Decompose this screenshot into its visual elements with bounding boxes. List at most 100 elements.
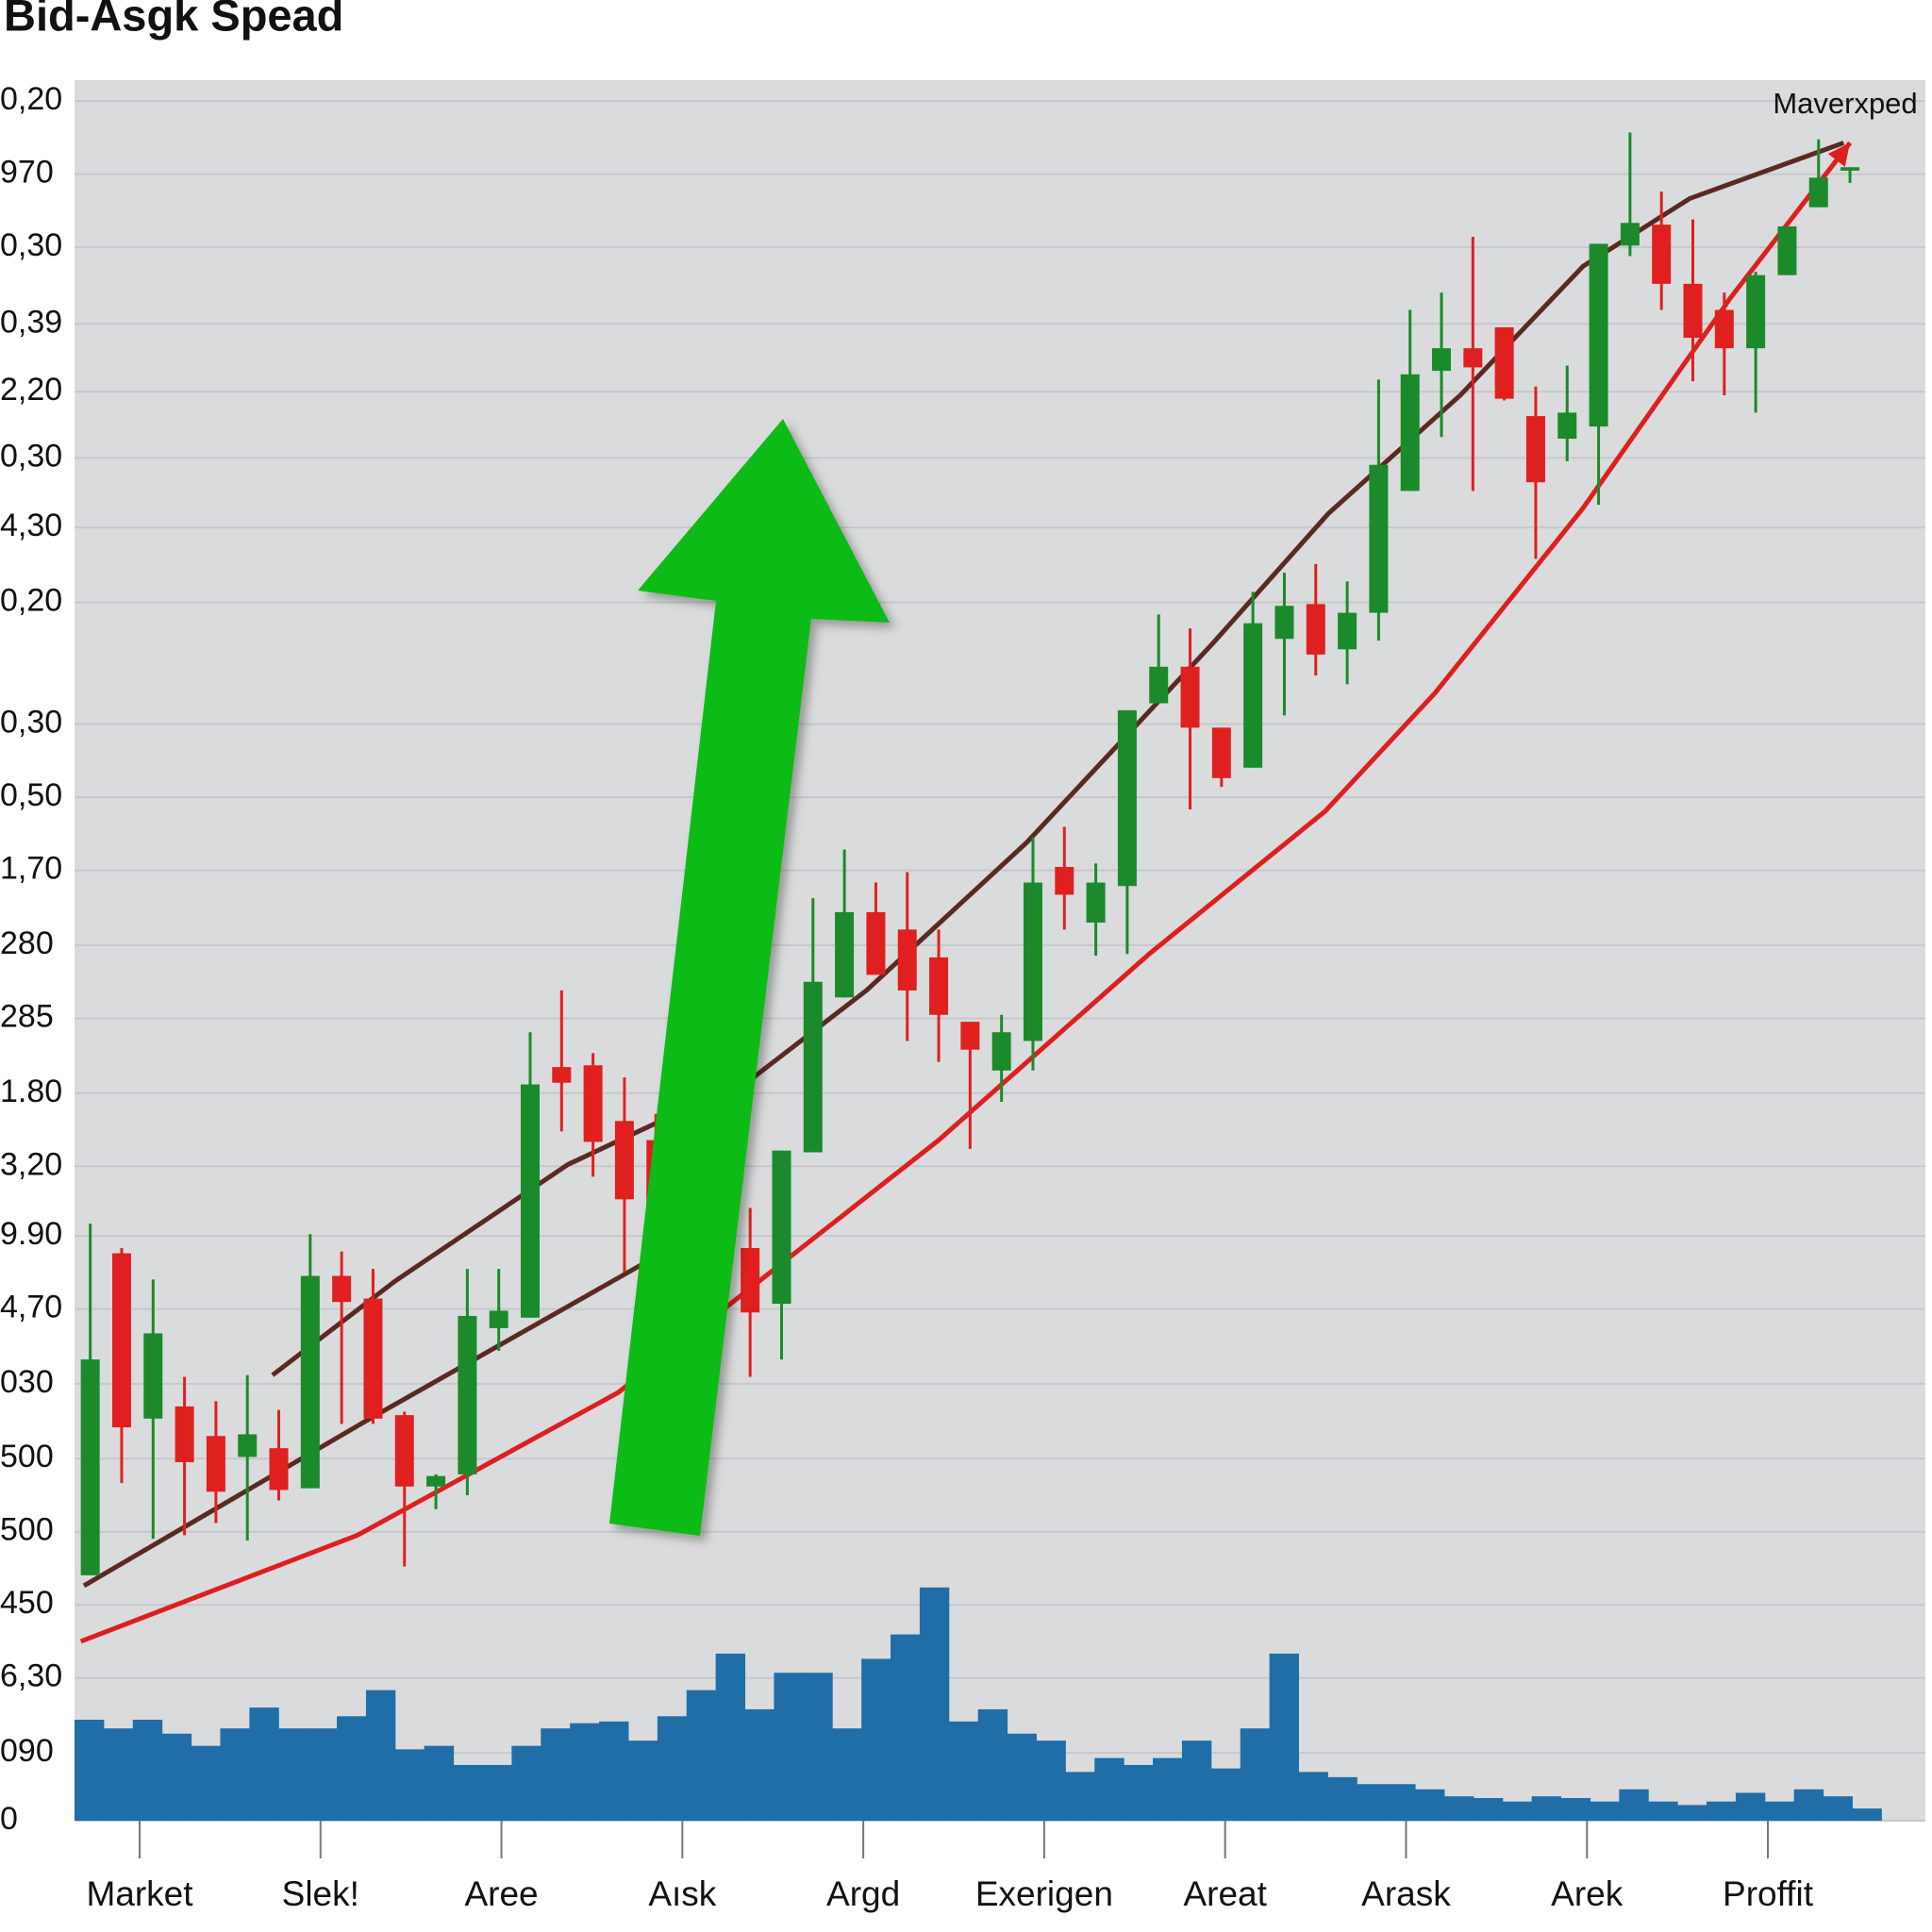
- volume-bar: [1793, 1789, 1824, 1821]
- candle-body: [552, 1067, 572, 1083]
- candle-body: [583, 1065, 603, 1142]
- candle-body: [835, 911, 855, 998]
- candle-body: [772, 1150, 791, 1305]
- candle-body: [1243, 623, 1263, 768]
- labels: 0,20 970 0,30 0,39 2,20 0,30 4,30 0,20 0,30 0,50 1…: [0, 81, 1814, 1913]
- candle-body: [363, 1298, 383, 1419]
- volume-bar: [599, 1721, 629, 1821]
- candle-body: [1055, 866, 1074, 895]
- candle-body: [614, 1121, 634, 1200]
- candle-body: [1589, 243, 1608, 427]
- volume-bar: [1269, 1653, 1300, 1821]
- volume-bar: [1327, 1776, 1357, 1821]
- x-tick-label: Slek!: [282, 1874, 359, 1913]
- volume-bar: [365, 1690, 396, 1821]
- candle-body: [1777, 225, 1797, 275]
- volume-bar: [1036, 1740, 1066, 1821]
- grid: [75, 100, 1925, 1822]
- volume-bar: [1065, 1772, 1095, 1821]
- volume-bar: [1443, 1796, 1474, 1821]
- volume-bar: [1707, 1801, 1737, 1821]
- volume-bar: [948, 1721, 979, 1821]
- candle-body: [897, 929, 917, 991]
- y-tick-label: 0,30: [0, 227, 62, 263]
- volume-bar: [1648, 1801, 1678, 1821]
- candle-body: [238, 1434, 258, 1457]
- y-tick-label: 970: [0, 155, 54, 191]
- x-tick-label: Arask: [1361, 1874, 1451, 1913]
- candle-body: [332, 1275, 352, 1303]
- volume-bar: [744, 1708, 774, 1821]
- candle-body: [80, 1359, 100, 1575]
- volume-bar: [1735, 1792, 1766, 1821]
- candle-body: [991, 1032, 1011, 1071]
- y-tick-label: 0,50: [0, 777, 62, 813]
- plot-background: [75, 80, 1925, 1821]
- candle-body: [1432, 348, 1452, 372]
- x-tick-label: Arek: [1551, 1874, 1624, 1913]
- big-up-arrow: [609, 419, 890, 1536]
- volume-bar: [627, 1740, 658, 1821]
- y-tick-label: 285: [0, 998, 54, 1034]
- volume-bar: [482, 1764, 512, 1821]
- volume-bar: [1124, 1764, 1154, 1821]
- volume-bar: [161, 1733, 192, 1821]
- x-tick-label: Areat: [1183, 1874, 1267, 1913]
- volume-bar: [132, 1719, 163, 1821]
- y-tick-label: 500: [0, 1512, 54, 1548]
- candle-body: [803, 981, 823, 1153]
- candle-body: [111, 1253, 131, 1428]
- volume-bar: [686, 1690, 717, 1821]
- volume-bar: [1677, 1805, 1707, 1821]
- candle-body: [175, 1406, 194, 1462]
- candle-body: [1463, 348, 1483, 368]
- volume-bar: [1415, 1789, 1445, 1821]
- volume-bar: [977, 1708, 1008, 1821]
- candle-body: [1525, 416, 1545, 483]
- candle-body: [1620, 223, 1640, 246]
- candle-body: [426, 1475, 446, 1487]
- candle-body: [1023, 882, 1042, 1041]
- candle-body: [1086, 882, 1106, 923]
- volume-bar: [774, 1673, 804, 1821]
- volume-bar: [1210, 1768, 1241, 1821]
- candle-body: [300, 1275, 320, 1489]
- y-tick-label: 280: [0, 925, 54, 961]
- volume-bar: [1181, 1740, 1212, 1821]
- volume-bar: [861, 1658, 891, 1821]
- volume-bar: [1531, 1796, 1562, 1821]
- volume-bar: [1298, 1772, 1328, 1821]
- candle-body: [1557, 412, 1577, 440]
- candle-body: [269, 1448, 289, 1491]
- y-tick-label: 3,20: [0, 1146, 62, 1182]
- candle-body: [1494, 326, 1514, 399]
- volume-bar: [394, 1749, 425, 1821]
- volume-bar: [453, 1764, 484, 1821]
- x-tick-label: Argd: [826, 1874, 900, 1913]
- candle-body: [206, 1436, 225, 1492]
- volume-bar: [308, 1728, 338, 1821]
- volume-bar: [541, 1728, 571, 1821]
- volume-bar: [1852, 1808, 1882, 1821]
- candle-body: [1369, 464, 1389, 613]
- volume-bar: [832, 1728, 862, 1821]
- volume-bar: [1502, 1801, 1533, 1821]
- candle-body: [1400, 374, 1420, 491]
- volume-bar: [337, 1716, 367, 1821]
- candle-body: [1180, 666, 1200, 728]
- volume-bar: [424, 1745, 455, 1821]
- volume-bar: [803, 1673, 833, 1821]
- volume-bar: [1619, 1789, 1649, 1821]
- volume-bar: [1357, 1784, 1387, 1821]
- candle-body: [521, 1084, 541, 1318]
- y-tick-label: 6,30: [0, 1658, 62, 1694]
- candle-body: [1274, 606, 1294, 640]
- candle-body: [1149, 666, 1169, 704]
- volume-bar: [570, 1723, 600, 1821]
- y-tick-label: 4,70: [0, 1290, 62, 1325]
- volume-bar: [1386, 1784, 1416, 1821]
- y-tick-label: 500: [0, 1439, 54, 1474]
- x-tick-label: Market: [86, 1874, 193, 1913]
- y-tick-label: 0,20: [0, 582, 62, 618]
